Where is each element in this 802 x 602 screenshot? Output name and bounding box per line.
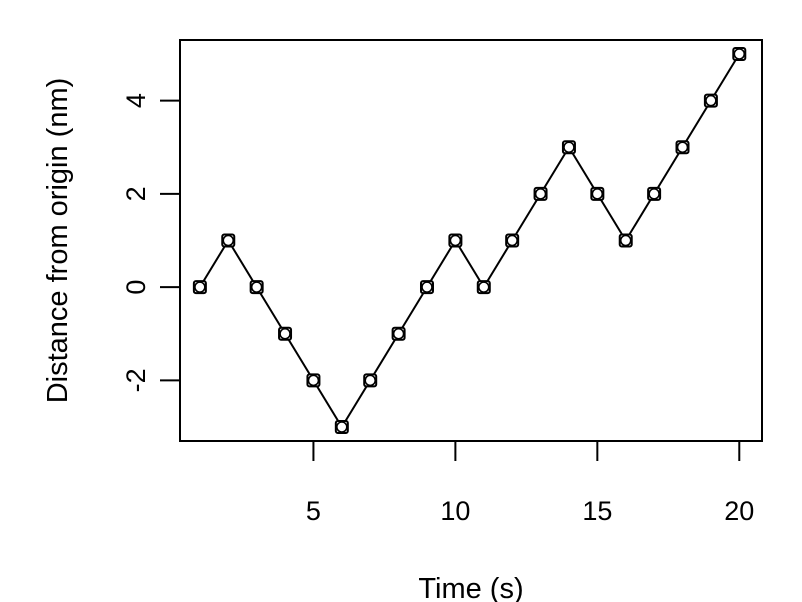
series-line-segment bbox=[568, 146, 599, 195]
series-line-segment bbox=[369, 333, 400, 381]
data-point bbox=[448, 233, 463, 248]
y-tick-label: 4 bbox=[121, 93, 151, 108]
x-tick-label: 20 bbox=[724, 496, 754, 526]
series-line-segment bbox=[426, 239, 457, 288]
series-line-segment bbox=[596, 193, 627, 242]
data-point-circle-marker bbox=[477, 281, 490, 293]
series-line-segment bbox=[539, 146, 570, 195]
data-point-circle-marker bbox=[506, 234, 518, 247]
series-layer bbox=[192, 46, 747, 435]
series-line-segment bbox=[511, 193, 542, 242]
data-point bbox=[561, 140, 576, 155]
y-tick-label: 2 bbox=[121, 186, 151, 201]
data-point bbox=[363, 373, 378, 388]
data-point bbox=[590, 186, 605, 201]
series-line-segment bbox=[227, 239, 258, 288]
data-point bbox=[249, 280, 264, 295]
data-point-circle-marker bbox=[222, 234, 235, 247]
x-axis: 5 10 15 20 bbox=[306, 441, 754, 526]
x-tick-label: 15 bbox=[582, 496, 612, 526]
y-axis: -2 0 2 4 bbox=[121, 93, 180, 392]
y-axis-title: Distance from origin (nm) bbox=[42, 78, 74, 404]
data-point bbox=[647, 186, 662, 201]
data-point bbox=[306, 373, 321, 388]
data-point bbox=[476, 280, 491, 295]
data-point-circle-marker bbox=[619, 234, 632, 247]
data-point bbox=[703, 93, 718, 108]
series-line-segment bbox=[312, 379, 343, 428]
series-line-segment bbox=[653, 146, 684, 195]
series-line-segment bbox=[397, 286, 428, 335]
data-point bbox=[618, 233, 633, 248]
series-line-segment bbox=[710, 53, 741, 102]
y-tick-label: -2 bbox=[121, 368, 151, 392]
data-point bbox=[505, 233, 520, 248]
data-point-circle-marker bbox=[534, 188, 547, 200]
x-axis-title: Time (s) bbox=[418, 573, 523, 602]
data-point bbox=[192, 280, 207, 295]
data-point bbox=[278, 326, 293, 341]
data-point-circle-marker bbox=[676, 141, 689, 154]
data-point bbox=[675, 140, 690, 155]
data-point-circle-marker bbox=[364, 374, 377, 387]
series-line-segment bbox=[454, 239, 485, 288]
data-point-circle-marker bbox=[392, 327, 405, 340]
data-point bbox=[533, 186, 548, 201]
x-tick-label: 5 bbox=[306, 496, 321, 526]
data-point bbox=[419, 280, 434, 295]
y-tick-label: 0 bbox=[121, 280, 151, 295]
data-point-circle-marker bbox=[421, 281, 433, 293]
x-tick-label: 10 bbox=[440, 496, 470, 526]
data-point bbox=[334, 420, 349, 435]
data-point-circle-marker bbox=[591, 188, 604, 200]
data-point bbox=[221, 233, 236, 248]
series-line-segment bbox=[681, 100, 712, 148]
data-point-circle-marker bbox=[194, 281, 206, 293]
data-point-square-marker bbox=[221, 233, 236, 248]
series-line-segment bbox=[624, 193, 655, 242]
data-point-circle-marker bbox=[279, 327, 291, 340]
data-point-circle-marker bbox=[648, 188, 660, 200]
plot-frame bbox=[179, 39, 763, 442]
series-line-segment bbox=[340, 379, 372, 428]
data-point-circle-marker bbox=[733, 48, 746, 60]
data-point-circle-marker bbox=[250, 281, 263, 293]
data-point-circle-marker bbox=[336, 421, 348, 433]
data-point-circle-marker bbox=[449, 234, 462, 247]
data-point-circle-marker bbox=[705, 94, 717, 107]
series-line-segment bbox=[284, 333, 315, 381]
series-line-segment bbox=[199, 239, 230, 288]
series-line-segment bbox=[255, 286, 286, 335]
series-line-segment bbox=[482, 239, 514, 288]
data-point bbox=[732, 46, 747, 61]
data-point bbox=[391, 326, 406, 341]
data-point-circle-marker bbox=[307, 374, 320, 387]
data-point-circle-marker bbox=[563, 141, 575, 154]
